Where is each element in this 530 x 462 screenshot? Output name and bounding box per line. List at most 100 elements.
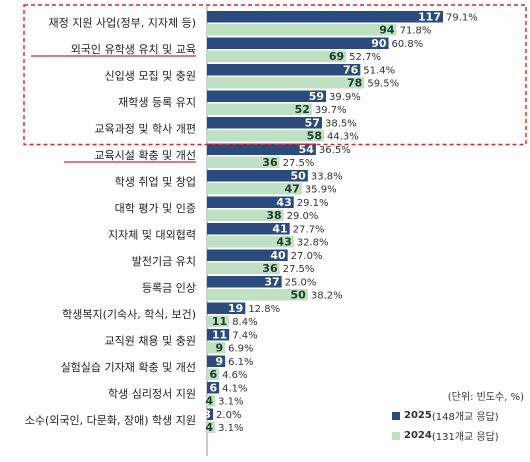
percent-label-2024: 39.7% xyxy=(315,105,347,116)
bar-2024 xyxy=(207,103,312,115)
bar-2024 xyxy=(207,50,347,62)
bar-2025 xyxy=(207,196,294,208)
percent-label-2024: 59.5% xyxy=(367,79,399,90)
bar-2024 xyxy=(207,421,216,433)
bar-2024 xyxy=(207,183,302,195)
percent-label-2024: 52.7% xyxy=(349,52,381,63)
percent-label-2025: 27.7% xyxy=(293,225,325,236)
category-label: 교직원 채용 및 충원 xyxy=(105,335,196,348)
percent-label-2024: 3.1% xyxy=(218,397,243,408)
percent-label-2025: 29.1% xyxy=(297,198,329,209)
percent-label-2025: 33.8% xyxy=(311,172,343,183)
value-label-2025: 59 xyxy=(309,90,324,103)
value-label-2025: 6 xyxy=(209,382,217,395)
bar-2025 xyxy=(207,302,246,314)
bar-2025 xyxy=(207,355,226,367)
category-label: 지자체 및 대외협력 xyxy=(108,229,196,242)
percent-label-2025: 27.0% xyxy=(291,251,323,262)
value-label-2024: 58 xyxy=(307,130,322,143)
value-label-2025: 3 xyxy=(203,408,211,421)
bar-2025 xyxy=(207,117,322,129)
category-label: 실험실습 기자재 확충 및 개선 xyxy=(61,361,196,374)
bar-2025 xyxy=(207,37,389,49)
percent-label-2025: 60.8% xyxy=(392,39,424,50)
legend-label-2025: 2025 xyxy=(404,410,432,421)
percent-label-2025: 7.4% xyxy=(232,331,257,342)
value-label-2025: 76 xyxy=(343,64,359,77)
value-label-2024: 78 xyxy=(347,77,362,90)
bar-2024 xyxy=(207,209,284,221)
category-label: 외국인 유학생 유치 및 교육 xyxy=(71,43,196,56)
value-label-2025: 90 xyxy=(371,37,387,50)
value-label-2024: 50 xyxy=(291,289,307,302)
bar-2025 xyxy=(207,223,290,235)
value-label-2025: 50 xyxy=(291,170,307,183)
legend-swatch-2024 xyxy=(392,431,400,440)
bar-2025 xyxy=(207,408,214,420)
category-label: 교육과정 및 학사 개편 xyxy=(94,123,196,136)
percent-label-2024: 38.2% xyxy=(311,291,343,302)
value-label-2024: 6 xyxy=(209,368,217,381)
bar-2024 xyxy=(207,368,220,380)
percent-label-2025: 39.9% xyxy=(329,92,361,103)
bar-2024 xyxy=(207,24,397,36)
bar-2024 xyxy=(207,262,280,274)
value-label-2024: 9 xyxy=(215,342,223,355)
category-label: 대학 평가 및 인증 xyxy=(115,202,196,215)
value-label-2024: 4 xyxy=(205,421,213,434)
percent-label-2025: 6.1% xyxy=(228,357,253,368)
value-label-2024: 38 xyxy=(266,209,281,222)
legend: (단위: 빈도수, %) 2025 (148개교 응답) 2024 (131개교… xyxy=(392,388,526,448)
percent-label-2024: 35.9% xyxy=(305,185,337,196)
category-label: 신입생 모집 및 충원 xyxy=(105,70,196,83)
category-label: 재학생 등록 유지 xyxy=(118,96,196,109)
bar-2024 xyxy=(207,315,230,327)
bar-2024 xyxy=(207,395,216,407)
value-label-2025: 37 xyxy=(264,276,279,289)
bar-2025 xyxy=(207,11,443,23)
percent-label-2025: 12.8% xyxy=(248,304,280,315)
value-label-2025: 40 xyxy=(270,249,286,262)
value-label-2024: 4 xyxy=(205,395,213,408)
category-label: 교육시설 확충 및 개선 xyxy=(94,149,196,162)
bar-2024 xyxy=(207,77,365,89)
value-label-2024: 52 xyxy=(295,103,310,116)
legend-label-2024: 2024 xyxy=(404,430,432,441)
value-label-2025: 9 xyxy=(215,355,223,368)
percent-label-2024: 71.8% xyxy=(400,26,432,37)
bar-2024 xyxy=(207,130,324,142)
percent-label-2025: 4.1% xyxy=(222,384,247,395)
highlight-box xyxy=(23,4,527,146)
legend-detail-2024: (131개교 응답) xyxy=(431,432,499,443)
value-label-2025: 11 xyxy=(212,329,227,342)
legend-unit-note: (단위: 빈도수, %) xyxy=(447,392,524,403)
category-label: 재정 지원 사업(정부, 지자체 등) xyxy=(48,17,196,30)
category-label: 등록금 인상 xyxy=(142,282,196,295)
category-label: 발전기금 유치 xyxy=(132,255,196,268)
legend-item-2025: 2025 (148개교 응답) xyxy=(392,408,526,423)
value-label-2025: 57 xyxy=(305,117,320,130)
percent-label-2024: 29.0% xyxy=(287,211,319,222)
percent-label-2025: 36.5% xyxy=(319,145,351,156)
category-label: 학생복지(기숙사, 학식, 보건) xyxy=(62,308,196,321)
percent-label-2024: 32.8% xyxy=(297,238,329,249)
bar-2024 xyxy=(207,236,294,248)
value-label-2024: 11 xyxy=(212,315,227,328)
bar-2025 xyxy=(207,382,220,394)
value-label-2025: 19 xyxy=(228,302,243,315)
bar-2025 xyxy=(207,170,308,182)
value-label-2024: 36 xyxy=(262,262,278,275)
percent-label-2025: 2.0% xyxy=(216,410,241,421)
percent-label-2024: 6.9% xyxy=(228,344,253,355)
category-label: 학생 취업 및 창업 xyxy=(115,176,196,189)
percent-label-2024: 27.5% xyxy=(283,264,315,275)
value-label-2024: 69 xyxy=(329,50,344,63)
percent-label-2024: 27.5% xyxy=(283,158,315,169)
bar-2024 xyxy=(207,156,280,168)
value-label-2024: 43 xyxy=(276,236,291,249)
legend-swatch-2025 xyxy=(392,411,400,420)
value-label-2024: 47 xyxy=(284,183,299,196)
value-label-2025: 117 xyxy=(418,11,441,24)
bar-2024 xyxy=(207,289,308,301)
percent-label-2024: 3.1% xyxy=(218,423,243,434)
